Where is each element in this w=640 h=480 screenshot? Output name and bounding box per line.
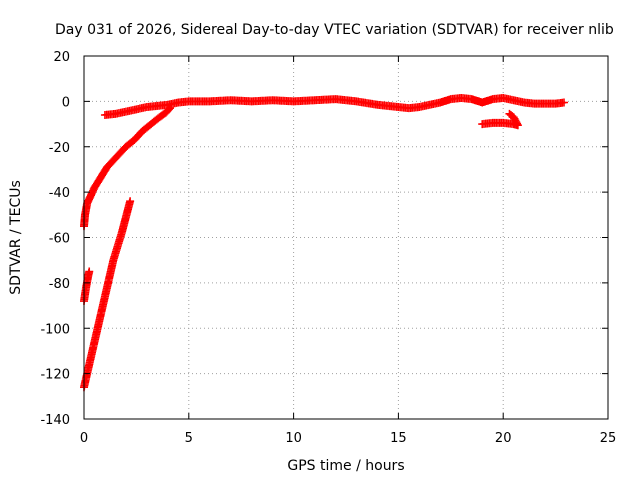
- series-1: [100, 93, 568, 119]
- series-3: [80, 267, 94, 306]
- x-tick-label: 10: [285, 431, 302, 446]
- axis-ticks: 0 5 10 15 20 25 -140 -120 -100 -80 -60 -40 -20 0 20: [40, 50, 616, 446]
- x-tick-label: 0: [80, 431, 88, 446]
- grid-lines: [84, 56, 608, 419]
- x-axis-label: GPS time / hours: [287, 458, 404, 474]
- data-point: [559, 98, 568, 107]
- x-tick-label: 5: [185, 431, 193, 446]
- x-tick-label: 15: [390, 431, 407, 446]
- data-point: [85, 267, 94, 276]
- data-point: [506, 110, 515, 119]
- y-axis-label: SDTVAR / TECUs: [8, 180, 24, 295]
- data-marks: [80, 93, 568, 392]
- y-tick-label: 20: [53, 50, 70, 65]
- plot-frame: [83, 55, 609, 420]
- x-tick-label: 20: [495, 431, 512, 446]
- chart-title: Day 031 of 2026, Sidereal Day-to-day VTE…: [55, 22, 614, 38]
- y-tick-label: -140: [40, 413, 70, 428]
- series-2: [478, 109, 522, 130]
- data-point: [126, 197, 135, 206]
- y-tick-label: 0: [62, 95, 70, 110]
- data-point: [505, 109, 514, 118]
- series-0: [80, 104, 174, 231]
- y-tick-label: -20: [49, 141, 70, 156]
- y-tick-label: -100: [40, 322, 70, 337]
- y-tick-label: -40: [49, 186, 70, 201]
- y-tick-label: -60: [49, 232, 70, 247]
- y-tick-label: -80: [49, 277, 70, 292]
- x-tick-label: 25: [600, 431, 617, 446]
- y-tick-label: -120: [40, 368, 70, 383]
- series-4: [80, 197, 135, 392]
